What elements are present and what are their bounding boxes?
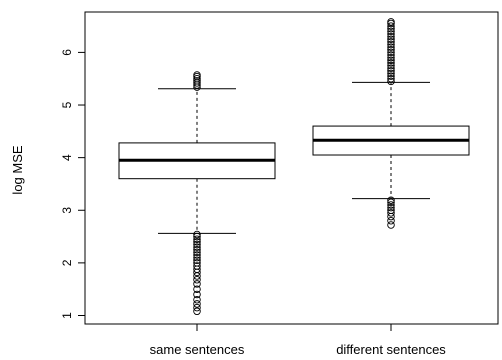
- y-tick-label: 3: [60, 207, 74, 214]
- box-group: [313, 19, 469, 229]
- y-tick-label: 5: [60, 101, 74, 108]
- y-tick-label: 6: [60, 49, 74, 56]
- outlier-point: [388, 19, 395, 26]
- y-tick-label: 1: [60, 312, 74, 319]
- box-group: [119, 72, 275, 315]
- y-tick-label: 2: [60, 259, 74, 266]
- y-axis: 1 2 3 4 5 6: [60, 49, 85, 319]
- x-axis: same sentences different sentences: [150, 324, 447, 357]
- boxes: [119, 19, 469, 315]
- x-tick-label: different sentences: [336, 342, 446, 357]
- x-tick-label: same sentences: [150, 342, 245, 357]
- y-tick-label: 4: [60, 154, 74, 161]
- y-axis-label: log MSE: [10, 145, 25, 194]
